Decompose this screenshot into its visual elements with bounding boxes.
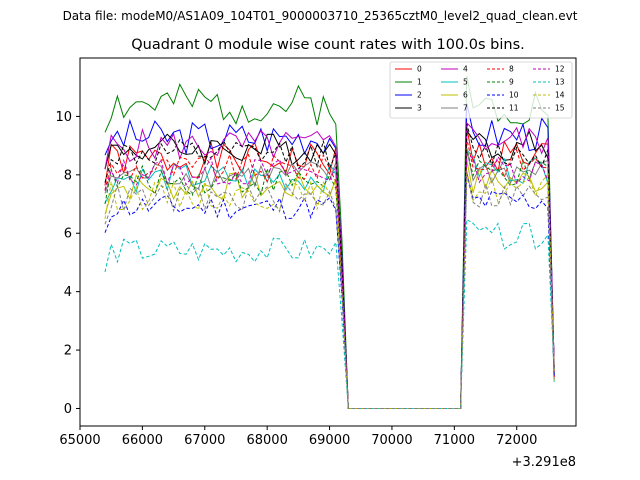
series-line-2 <box>104 103 555 409</box>
legend-label-15: 15 <box>555 104 565 113</box>
series-line-11 <box>104 123 555 409</box>
x-tick-label: 72000 <box>496 433 537 448</box>
chart-title: Quadrant 0 module wise count rates with … <box>131 37 525 53</box>
legend-label-1: 1 <box>417 78 422 87</box>
series-line-3 <box>104 129 555 409</box>
series-line-10 <box>104 172 555 409</box>
legend-label-10: 10 <box>509 91 519 100</box>
x-tick-label: 65000 <box>59 433 100 448</box>
legend-label-9: 9 <box>509 78 514 87</box>
legend-label-2: 2 <box>417 91 422 100</box>
series-line-8 <box>104 138 555 409</box>
legend-label-14: 14 <box>555 91 565 100</box>
x-offset-label: +3.291e8 <box>512 455 576 470</box>
series-line-6 <box>104 159 555 409</box>
series-line-13 <box>104 218 555 409</box>
x-tick-label: 68000 <box>246 433 287 448</box>
series-line-12 <box>104 153 555 409</box>
y-tick-label: 6 <box>64 227 72 242</box>
x-tick-label: 71000 <box>434 433 475 448</box>
series-layer <box>104 76 555 409</box>
legend-label-5: 5 <box>463 78 468 87</box>
y-tick-label: 2 <box>64 344 72 359</box>
legend-label-7: 7 <box>463 104 468 113</box>
y-tick-label: 8 <box>64 168 72 183</box>
series-line-7 <box>104 149 555 409</box>
legend-label-3: 3 <box>417 104 422 113</box>
x-tick-label: 67000 <box>184 433 225 448</box>
y-tick-label: 10 <box>55 110 72 125</box>
series-line-4 <box>104 121 555 409</box>
legend-label-0: 0 <box>417 65 422 74</box>
suptitle: Data file: modeM0/AS1A09_104T01_90000037… <box>63 9 578 23</box>
axes-frame <box>79 57 577 427</box>
legend-label-8: 8 <box>509 65 514 74</box>
y-tick-label: 0 <box>64 402 72 417</box>
legend-label-12: 12 <box>555 65 565 74</box>
legend-label-6: 6 <box>463 91 468 100</box>
y-axis: 0 2 4 6 8 10 <box>55 110 80 417</box>
legend-label-11: 11 <box>509 104 519 113</box>
x-tick-label: 70000 <box>371 433 412 448</box>
legend-label-13: 13 <box>555 78 565 87</box>
plot-area: 65000 66000 67000 68000 69000 70000 71000 72000… <box>55 57 577 470</box>
y-tick-label: 4 <box>64 285 72 300</box>
x-tick-label: 69000 <box>309 433 350 448</box>
series-line-15 <box>104 174 555 409</box>
series-line-0 <box>104 127 555 409</box>
series-line-9 <box>104 148 555 409</box>
x-axis: 65000 66000 67000 68000 69000 70000 71000 72000 <box>59 426 537 448</box>
legend-label-4: 4 <box>463 65 468 74</box>
x-tick-label: 66000 <box>122 433 163 448</box>
legend-box <box>389 61 573 119</box>
